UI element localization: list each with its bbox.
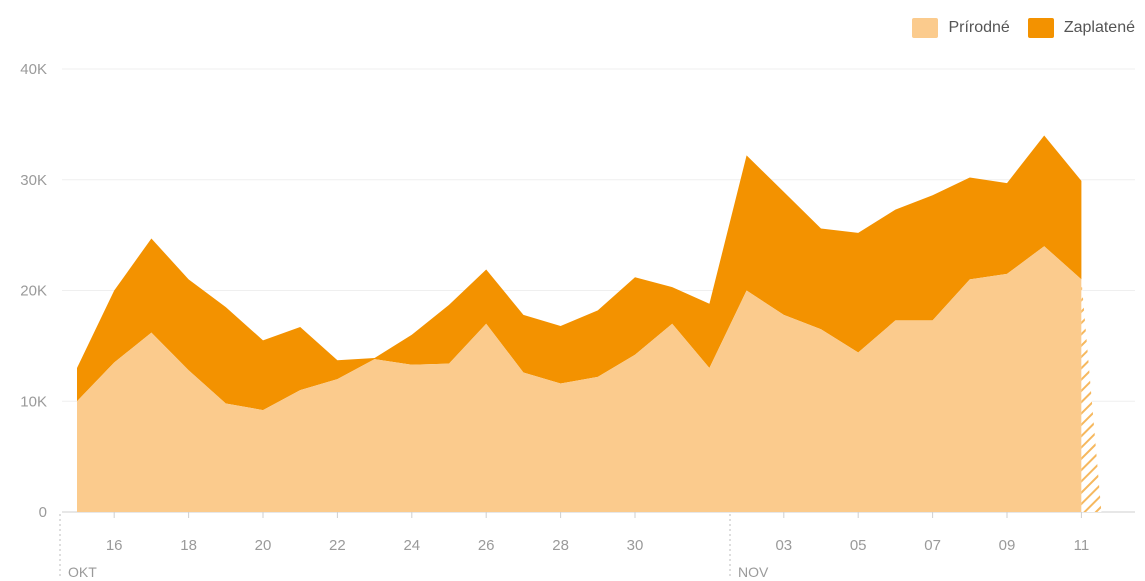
month-label: OKT [68, 564, 97, 580]
area-series [77, 135, 1102, 512]
x-tick-label: 24 [403, 537, 420, 554]
x-tick-label: 20 [255, 537, 272, 554]
x-tick-label: 11 [1074, 537, 1090, 554]
legend-label-paid: Zaplatené [1063, 19, 1135, 36]
legend-label-organic: Prírodné [948, 19, 1010, 36]
x-tick-label: 16 [106, 537, 123, 554]
x-tick-label: 03 [775, 537, 792, 554]
x-tick-label: 05 [850, 537, 867, 554]
month-label: NOV [738, 564, 769, 580]
legend-item-organic[interactable]: Prírodné [912, 18, 1010, 38]
y-tick-label: 20K [20, 283, 47, 300]
x-tick-label: 18 [180, 537, 197, 554]
area-partial-hatch [1081, 279, 1102, 512]
x-tick-label: 22 [329, 537, 346, 554]
legend-swatch-organic [912, 18, 939, 38]
y-tick-label: 0 [39, 504, 47, 521]
x-tick-label: 26 [478, 537, 495, 554]
area-paid [77, 135, 1082, 411]
legend: Prírodné Zaplatené [912, 18, 1135, 38]
axes: 0 10K 20K 30K 40K 16 18 20 22 24 26 28 30 03 05 07 09 11 O… [20, 61, 1089, 580]
legend-swatch-paid [1027, 18, 1054, 38]
x-tick-label: 07 [924, 537, 941, 554]
y-tick-label: 30K [20, 172, 47, 189]
legend-item-paid[interactable]: Zaplatené [1027, 18, 1135, 38]
x-tick-label: 09 [999, 537, 1016, 554]
y-tick-label: 10K [20, 393, 47, 410]
area-organic [77, 246, 1082, 512]
x-tick-label: 28 [552, 537, 569, 554]
x-tick-label: 30 [627, 537, 644, 554]
y-tick-label: 40K [20, 61, 47, 78]
